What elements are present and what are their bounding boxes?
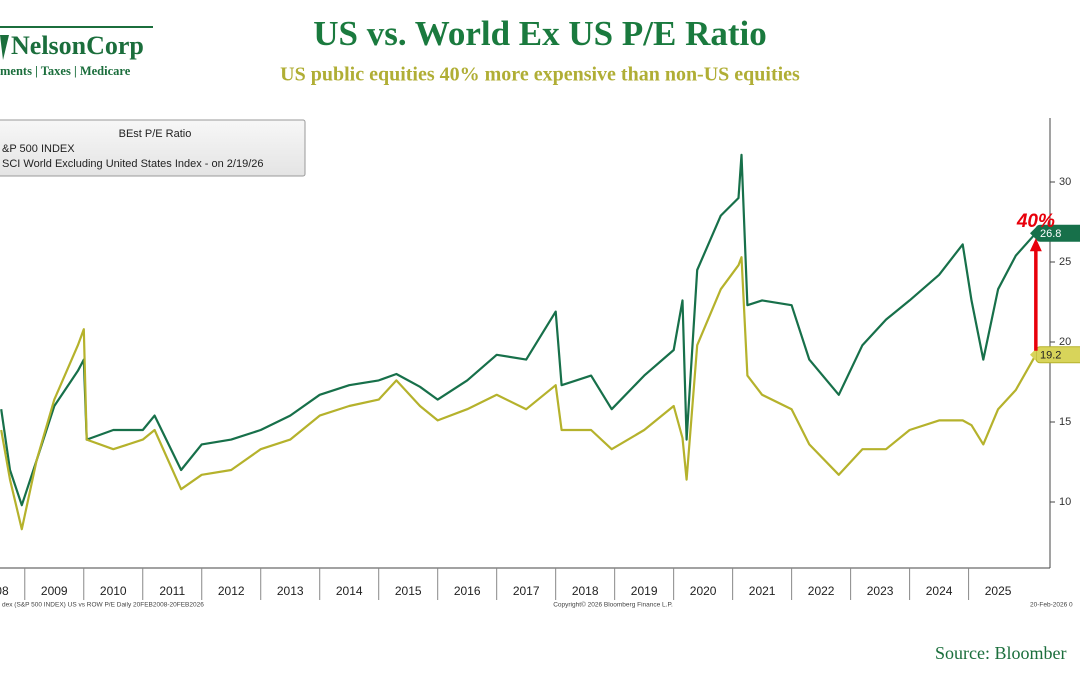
- series-line: [0, 256, 1037, 531]
- x-tick-label: 2009: [41, 584, 68, 598]
- end-label: 26.8: [1040, 228, 1061, 240]
- logo: NelsonCorp: [11, 31, 144, 60]
- end-label-pointer: [1030, 348, 1036, 361]
- source: Source: Bloomber: [935, 643, 1066, 663]
- annotation: 40%: [1016, 211, 1055, 232]
- y-tick-label: 30: [1059, 176, 1071, 188]
- x-tick-label: 2024: [926, 584, 953, 598]
- x-tick-label: 2013: [277, 584, 304, 598]
- x-tick-label: 2008: [0, 584, 9, 598]
- x-tick-label: 2010: [100, 584, 127, 598]
- legend-label: &P 500 INDEX: [2, 143, 75, 155]
- chart-title: US vs. World Ex US P/E Ratio: [313, 14, 766, 53]
- x-tick-label: 2020: [690, 584, 717, 598]
- x-tick-label: 2016: [454, 584, 481, 598]
- x-tick-label: 2014: [336, 584, 363, 598]
- end-label-pointer: [1030, 227, 1036, 240]
- logo-tagline: ments | Taxes | Medicare: [0, 64, 131, 78]
- x-tick-label: 2023: [867, 584, 894, 598]
- footer-center: Copyright© 2026 Bloomberg Finance L.P.: [553, 601, 673, 609]
- legend-label: SCI World Excluding United States Index …: [2, 158, 264, 170]
- y-tick-label: 10: [1059, 496, 1071, 508]
- plot: [0, 153, 1037, 531]
- x-tick-label: 2015: [395, 584, 422, 598]
- y-tick-label: 15: [1059, 416, 1071, 428]
- y-tick-label: 25: [1059, 256, 1071, 268]
- y-tick-label: 20: [1059, 336, 1071, 348]
- x-tick-label: 2021: [749, 584, 776, 598]
- x-tick-label: 2011: [159, 584, 185, 598]
- end-label: 19.2: [1040, 350, 1061, 362]
- logo-mark: [0, 35, 9, 60]
- x-tick-label: 2018: [572, 584, 599, 598]
- chart-subtitle: US public equities 40% more expensive th…: [280, 64, 800, 86]
- legend-title: BEst P/E Ratio: [119, 128, 192, 140]
- legend-box: [0, 119, 306, 177]
- x-tick-label: 2017: [513, 584, 540, 598]
- footer-right: 20-Feb-2026 0: [1030, 602, 1073, 609]
- x-tick-label: 2012: [218, 584, 245, 598]
- x-tick-label: 2025: [985, 584, 1012, 598]
- x-tick-label: 2019: [631, 584, 658, 598]
- series-line: [0, 153, 1037, 507]
- arrow-head: [1029, 238, 1042, 252]
- x-tick-label: 2022: [808, 584, 835, 598]
- footer-left: dex (S&P 500 INDEX) US vs ROW P/E Daily …: [2, 602, 204, 609]
